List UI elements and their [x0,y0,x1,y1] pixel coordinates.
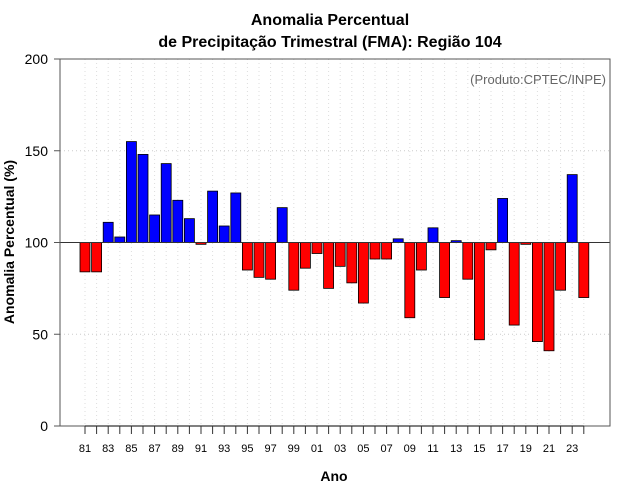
bar-09 [404,242,416,319]
x-tick-label: 93 [218,443,230,455]
bar-08 [392,238,404,243]
bar-07 [381,242,393,260]
x-tick-label: 95 [241,443,253,455]
bar-12 [439,242,451,298]
x-tick-label: 97 [264,443,276,455]
bar-23 [566,174,578,243]
x-tick-label: 99 [288,443,300,455]
x-tick-label: 83 [102,443,114,455]
x-tick-label: 15 [473,443,485,455]
x-tick-label: 17 [496,443,508,455]
credit-text: (Produto:CPTEC/INPE) [470,72,606,87]
bar-98 [276,207,288,243]
bar-86 [137,154,149,243]
bar-93 [218,225,230,243]
bar-18 [508,242,520,326]
y-tick-label: 50 [32,326,48,342]
y-tick-label: 0 [40,418,48,434]
bars [79,141,590,352]
x-tick-label: 89 [172,443,184,455]
bar-24 [578,242,590,298]
chart-title-line2: de Precipitação Trimestral (FMA): Região… [158,34,501,51]
bar-92 [207,190,219,243]
bar-20 [532,242,543,342]
bar-06 [369,242,381,260]
bar-89 [172,199,184,243]
x-tick-label: 85 [125,443,137,455]
bar-01 [311,242,323,254]
bar-02 [323,242,335,289]
bar-85 [126,141,137,243]
x-tick-label: 81 [79,443,91,455]
chart-title-line1: Anomalia Percentual [251,12,409,29]
y-tick-label: 150 [25,143,49,159]
x-tick-label: 05 [357,443,369,455]
bar-81 [79,242,91,273]
x-tick-label: 01 [311,443,323,455]
bar-00 [299,242,311,269]
bar-05 [357,242,369,304]
x-tick-label: 91 [195,443,207,455]
bar-90 [183,218,195,243]
x-tick-label: 03 [334,443,346,455]
x-tick-label: 19 [520,443,532,455]
bar-97 [265,242,277,280]
y-tick-label: 100 [25,235,49,251]
x-tick-label: 23 [566,443,578,455]
bar-21 [543,242,555,352]
x-axis-label: Ano [320,468,347,484]
bar-04 [346,242,358,284]
bar-17 [497,198,509,243]
y-axis-label: Anomalia Percentual (%) [1,160,17,324]
bar-82 [91,242,102,273]
x-tick-label: 07 [380,443,392,455]
bar-15 [473,242,485,341]
bar-03 [334,242,346,267]
bar-88 [160,163,172,243]
bar-96 [253,242,265,278]
bar-87 [149,214,161,243]
bar-83 [102,221,114,243]
bar-10 [415,242,427,271]
bar-95 [241,242,253,271]
x-tick-label: 09 [404,443,416,455]
y-axis: 0 50 100 150 200 [25,51,60,434]
bar-16 [485,242,497,251]
bar-22 [555,242,566,291]
x-tick-label: 21 [543,443,555,455]
x-tick-label: 13 [450,443,462,455]
bar-84 [114,236,126,243]
bar-11 [427,227,439,243]
x-tick-label: 11 [427,443,438,455]
bar-94 [230,192,242,243]
bar-99 [288,242,300,291]
bar-14 [462,242,474,280]
x-tick-label: 87 [148,443,160,455]
y-tick-label: 200 [25,51,49,67]
x-axis: 81 83 85 87 89 91 93 95 97 99 01 03 05 07 09 11 13 15 17 19… [79,425,585,455]
